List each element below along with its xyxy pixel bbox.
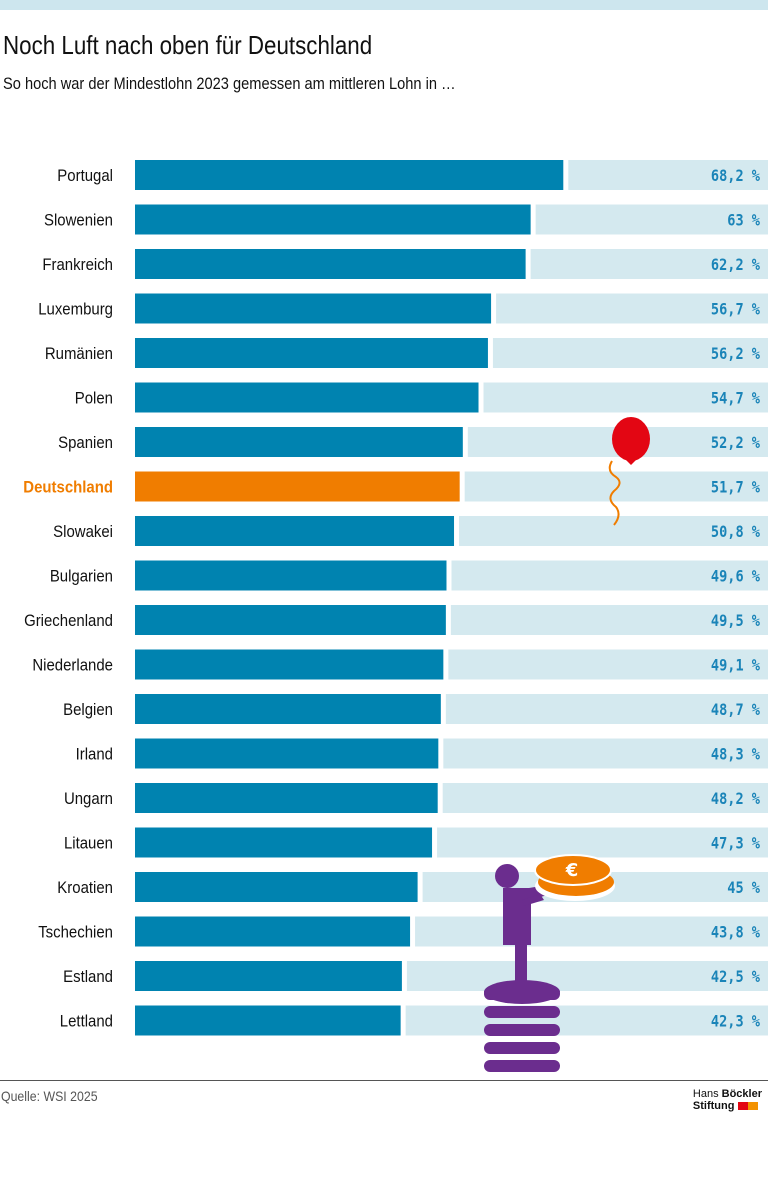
hbs-logo: Hans Böckler Stiftung [692, 1088, 762, 1112]
footer-divider [0, 1080, 768, 1081]
value-label: 48,3 % [711, 745, 760, 763]
category-label: Slowakei [53, 523, 113, 541]
bar-luxemburg [135, 293, 492, 324]
bar-track [535, 204, 768, 235]
balloon-knot [625, 459, 637, 465]
category-label: Tschechien [38, 924, 113, 942]
value-label: 49,6 % [711, 567, 760, 585]
figure-body [503, 884, 557, 945]
bar-deutschland [135, 471, 460, 502]
value-label: 42,5 % [711, 968, 760, 986]
category-label: Rumänien [45, 345, 113, 363]
figure-head [495, 864, 519, 888]
value-label: 48,2 % [711, 790, 760, 808]
value-label: 45 % [727, 879, 760, 897]
value-label: 52,2 % [711, 434, 760, 452]
bar-kroatien [135, 872, 418, 902]
value-label: 49,5 % [711, 612, 760, 630]
category-label: Niederlande [32, 657, 113, 675]
chart-title: Noch Luft nach oben für Deutschland [3, 30, 373, 60]
bar-slowenien [135, 204, 531, 235]
category-label: Litauen [64, 835, 113, 853]
category-label: Griechenland [24, 612, 113, 630]
bar-track [451, 560, 768, 591]
bar-tschechien [135, 916, 411, 947]
bar-slowakei [135, 516, 455, 546]
bar-track [450, 605, 768, 635]
category-label: Luxemburg [38, 301, 113, 319]
category-label: Polen [75, 390, 113, 408]
bar-track [448, 649, 768, 680]
coin-stack-layer [484, 1060, 560, 1072]
bar-track [530, 249, 768, 279]
value-label: 62,2 % [711, 256, 760, 274]
source-note: Quelle: WSI 2025 [1, 1088, 98, 1104]
value-label: 56,7 % [711, 300, 760, 318]
euro-coin-icon [534, 854, 612, 886]
category-label: Irland [76, 746, 113, 764]
bar-track [405, 1005, 768, 1036]
value-label: 47,3 % [711, 834, 760, 852]
value-label: 54,7 % [711, 389, 760, 407]
top-stripe [0, 0, 768, 10]
bar-portugal [135, 160, 564, 190]
bar-chart: Portugal 68,2 % Slowenien 63 % Frankreich 62,… [23, 160, 768, 1072]
coin-stack-top [484, 980, 560, 1004]
bar-track [483, 382, 768, 413]
bar-bulgarien [135, 560, 447, 591]
category-label: Slowenien [44, 212, 113, 230]
coin-stack-layer [484, 1006, 560, 1018]
value-label: 48,7 % [711, 701, 760, 719]
bar-belgien [135, 694, 441, 724]
bar-track [442, 783, 768, 813]
bar-griechenland [135, 605, 446, 635]
category-label: Spanien [58, 434, 113, 452]
value-label: 56,2 % [711, 345, 760, 363]
bar-track [445, 694, 768, 724]
bar-track [568, 160, 768, 190]
value-label: 68,2 % [711, 167, 760, 185]
category-label: Kroatien [57, 879, 113, 897]
category-label: Belgien [63, 701, 113, 719]
bar-track [496, 293, 768, 324]
bar-track [415, 916, 768, 947]
category-label: Bulgarien [50, 568, 113, 586]
category-label: Estland [63, 968, 113, 986]
category-label: Portugal [57, 167, 113, 185]
figure-arm [522, 894, 544, 906]
euro-symbol: € [565, 860, 579, 881]
figure-leg [515, 935, 527, 985]
balloon-icon [612, 417, 650, 461]
bar-ungarn [135, 783, 438, 813]
value-label: 50,8 % [711, 523, 760, 541]
balloon-string [608, 460, 621, 526]
value-label: 43,8 % [711, 923, 760, 941]
coin-stack-layer [484, 1042, 560, 1054]
bar-rumänien [135, 338, 488, 368]
value-label: 51,7 % [711, 478, 760, 496]
bar-track [443, 738, 768, 769]
category-label: Deutschland [23, 479, 113, 497]
bar-track [406, 961, 768, 991]
bar-track [492, 338, 768, 368]
bar-estland [135, 961, 402, 991]
bar-frankreich [135, 249, 526, 279]
bar-track [459, 516, 768, 546]
category-label: Lettland [60, 1013, 113, 1031]
value-label: 42,3 % [711, 1012, 760, 1030]
bar-litauen [135, 827, 433, 858]
bar-niederlande [135, 649, 444, 680]
bar-polen [135, 382, 479, 413]
category-label: Ungarn [64, 790, 113, 808]
chart-subtitle: So hoch war der Mindestlohn 2023 gemesse… [3, 74, 456, 93]
value-label: 63 % [727, 211, 760, 229]
value-label: 49,1 % [711, 656, 760, 674]
bar-lettland [135, 1005, 401, 1036]
bar-irland [135, 738, 439, 769]
bar-spanien [135, 427, 463, 457]
coin-stack-layer [484, 1024, 560, 1036]
category-label: Frankreich [42, 256, 113, 274]
bar-track [437, 827, 768, 858]
